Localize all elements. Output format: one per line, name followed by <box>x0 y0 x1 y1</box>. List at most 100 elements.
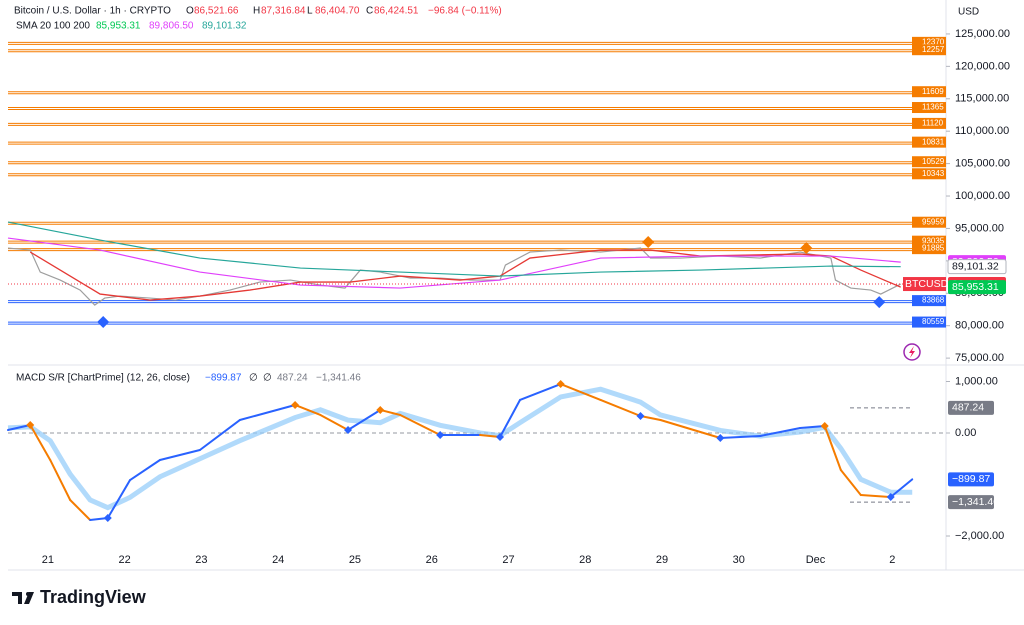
x-tick-label: 25 <box>349 554 361 566</box>
alert-bolt <box>909 346 915 358</box>
macd-marker <box>820 421 829 430</box>
y-tick-label: 1,000.00 <box>955 375 998 387</box>
value-label-box <box>947 259 1007 275</box>
level-label-box <box>912 136 946 148</box>
y-tick-label: −2,000.00 <box>955 530 1004 542</box>
brand-dot <box>26 592 30 596</box>
macd-segment <box>823 424 842 471</box>
brand-name: TradingView <box>40 587 147 607</box>
macd-marker <box>496 433 505 442</box>
x-tick-label: 24 <box>272 554 284 566</box>
brand: TradingView <box>12 587 147 607</box>
macd-marker <box>716 433 725 442</box>
level-label: 12257 <box>922 45 945 54</box>
x-tick-label: 29 <box>656 554 668 566</box>
sma20-value: 85,953.31 <box>96 21 141 32</box>
macd-null: ∅ <box>263 373 272 384</box>
level-label: 11609 <box>922 87 944 96</box>
series-name-box <box>903 277 946 292</box>
y-tick-label: 120,000.00 <box>955 60 1010 72</box>
y-tick-label: 95,000.00 <box>955 222 1004 234</box>
macd-segment <box>49 458 72 502</box>
y-tick-label: 105,000.00 <box>955 158 1010 170</box>
value-label: 85,953.31 <box>952 281 999 293</box>
value-label: −1,341.46 <box>952 496 999 508</box>
macd-segment <box>198 419 241 451</box>
ohlc-key: C <box>366 6 373 17</box>
value-label-box <box>948 400 994 415</box>
level-label-box <box>912 36 946 48</box>
x-tick-label: Dec <box>806 554 826 566</box>
macd-marker <box>376 405 385 414</box>
level-label-box <box>912 44 946 56</box>
macd-segment <box>7 424 32 432</box>
series-line <box>7 221 901 277</box>
macd-lower: −1,341.46 <box>316 373 361 384</box>
value-label: 89,101.32 <box>952 260 999 272</box>
macd-segment <box>29 424 52 461</box>
macd-marker <box>636 412 645 421</box>
ohlc-value: 86,521.66 <box>194 6 239 17</box>
sma200-value: 89,101.32 <box>202 21 247 32</box>
value-label-box <box>948 280 1006 295</box>
x-tick-label: 21 <box>42 554 54 566</box>
level-label-box <box>912 86 946 98</box>
price-change: −96.84 (−0.11%) <box>428 6 502 17</box>
ohlc-key: L <box>307 6 313 17</box>
macd-marker <box>103 513 112 522</box>
alert-ring <box>903 343 921 361</box>
series-line <box>7 237 901 289</box>
macd-segment <box>599 398 642 418</box>
alert-icon[interactable] <box>903 343 921 361</box>
level-label: 91885 <box>922 244 945 253</box>
y-tick-label: 125,000.00 <box>955 28 1010 40</box>
ohlc-key: H <box>253 6 260 17</box>
level-label-box <box>912 316 946 328</box>
macd-title: MACD S/R [ChartPrime] (12, 26, close) <box>16 373 190 384</box>
value-label-box <box>948 472 994 487</box>
macd-value: −899.87 <box>205 373 242 384</box>
macd-null: ∅ <box>249 373 258 384</box>
macd-segment <box>319 413 350 432</box>
level-label-box <box>912 235 946 247</box>
signal-diamond <box>642 236 655 249</box>
level-label-box <box>912 243 946 255</box>
macd-segment <box>379 408 402 416</box>
level-label-box <box>912 216 946 228</box>
signal-line <box>7 386 913 511</box>
y-tick-label: 115,000.00 <box>955 93 1009 105</box>
macd-marker <box>886 493 895 502</box>
y-tick-label: 100,000.00 <box>955 190 1010 202</box>
signal-diamond <box>800 242 813 255</box>
x-tick-label: 2 <box>889 554 895 566</box>
macd-segment <box>889 478 914 499</box>
level-label-box <box>912 156 946 168</box>
macd-upper: 487.24 <box>277 373 308 384</box>
macd-marker <box>344 426 353 435</box>
series-line <box>29 249 901 301</box>
macd-segment <box>294 403 322 416</box>
macd-segment <box>106 479 132 519</box>
value-label: 487.24 <box>952 402 984 414</box>
signal-diamond <box>873 296 886 309</box>
macd-marker <box>26 421 35 430</box>
macd-segment <box>69 499 92 521</box>
level-label-box <box>912 295 946 307</box>
macd-marker <box>556 380 565 389</box>
x-tick-label: 26 <box>426 554 438 566</box>
y-tick-label: 75,000.00 <box>955 352 1004 364</box>
level-label: 11120 <box>922 119 944 128</box>
macd-segment <box>158 448 201 461</box>
level-label: 11365 <box>922 103 944 112</box>
level-label: 93035 <box>922 236 945 245</box>
value-label: −899.87 <box>952 473 990 485</box>
macd-segment <box>799 424 826 430</box>
x-tick-label: 23 <box>195 554 207 566</box>
macd-segment <box>399 413 442 437</box>
x-tick-label: 27 <box>502 554 514 566</box>
level-label-box <box>912 117 946 129</box>
y-tick-label: 0.00 <box>955 427 976 439</box>
macd-segment <box>719 434 762 439</box>
macd-segment <box>659 419 722 439</box>
x-tick-label: 22 <box>119 554 131 566</box>
